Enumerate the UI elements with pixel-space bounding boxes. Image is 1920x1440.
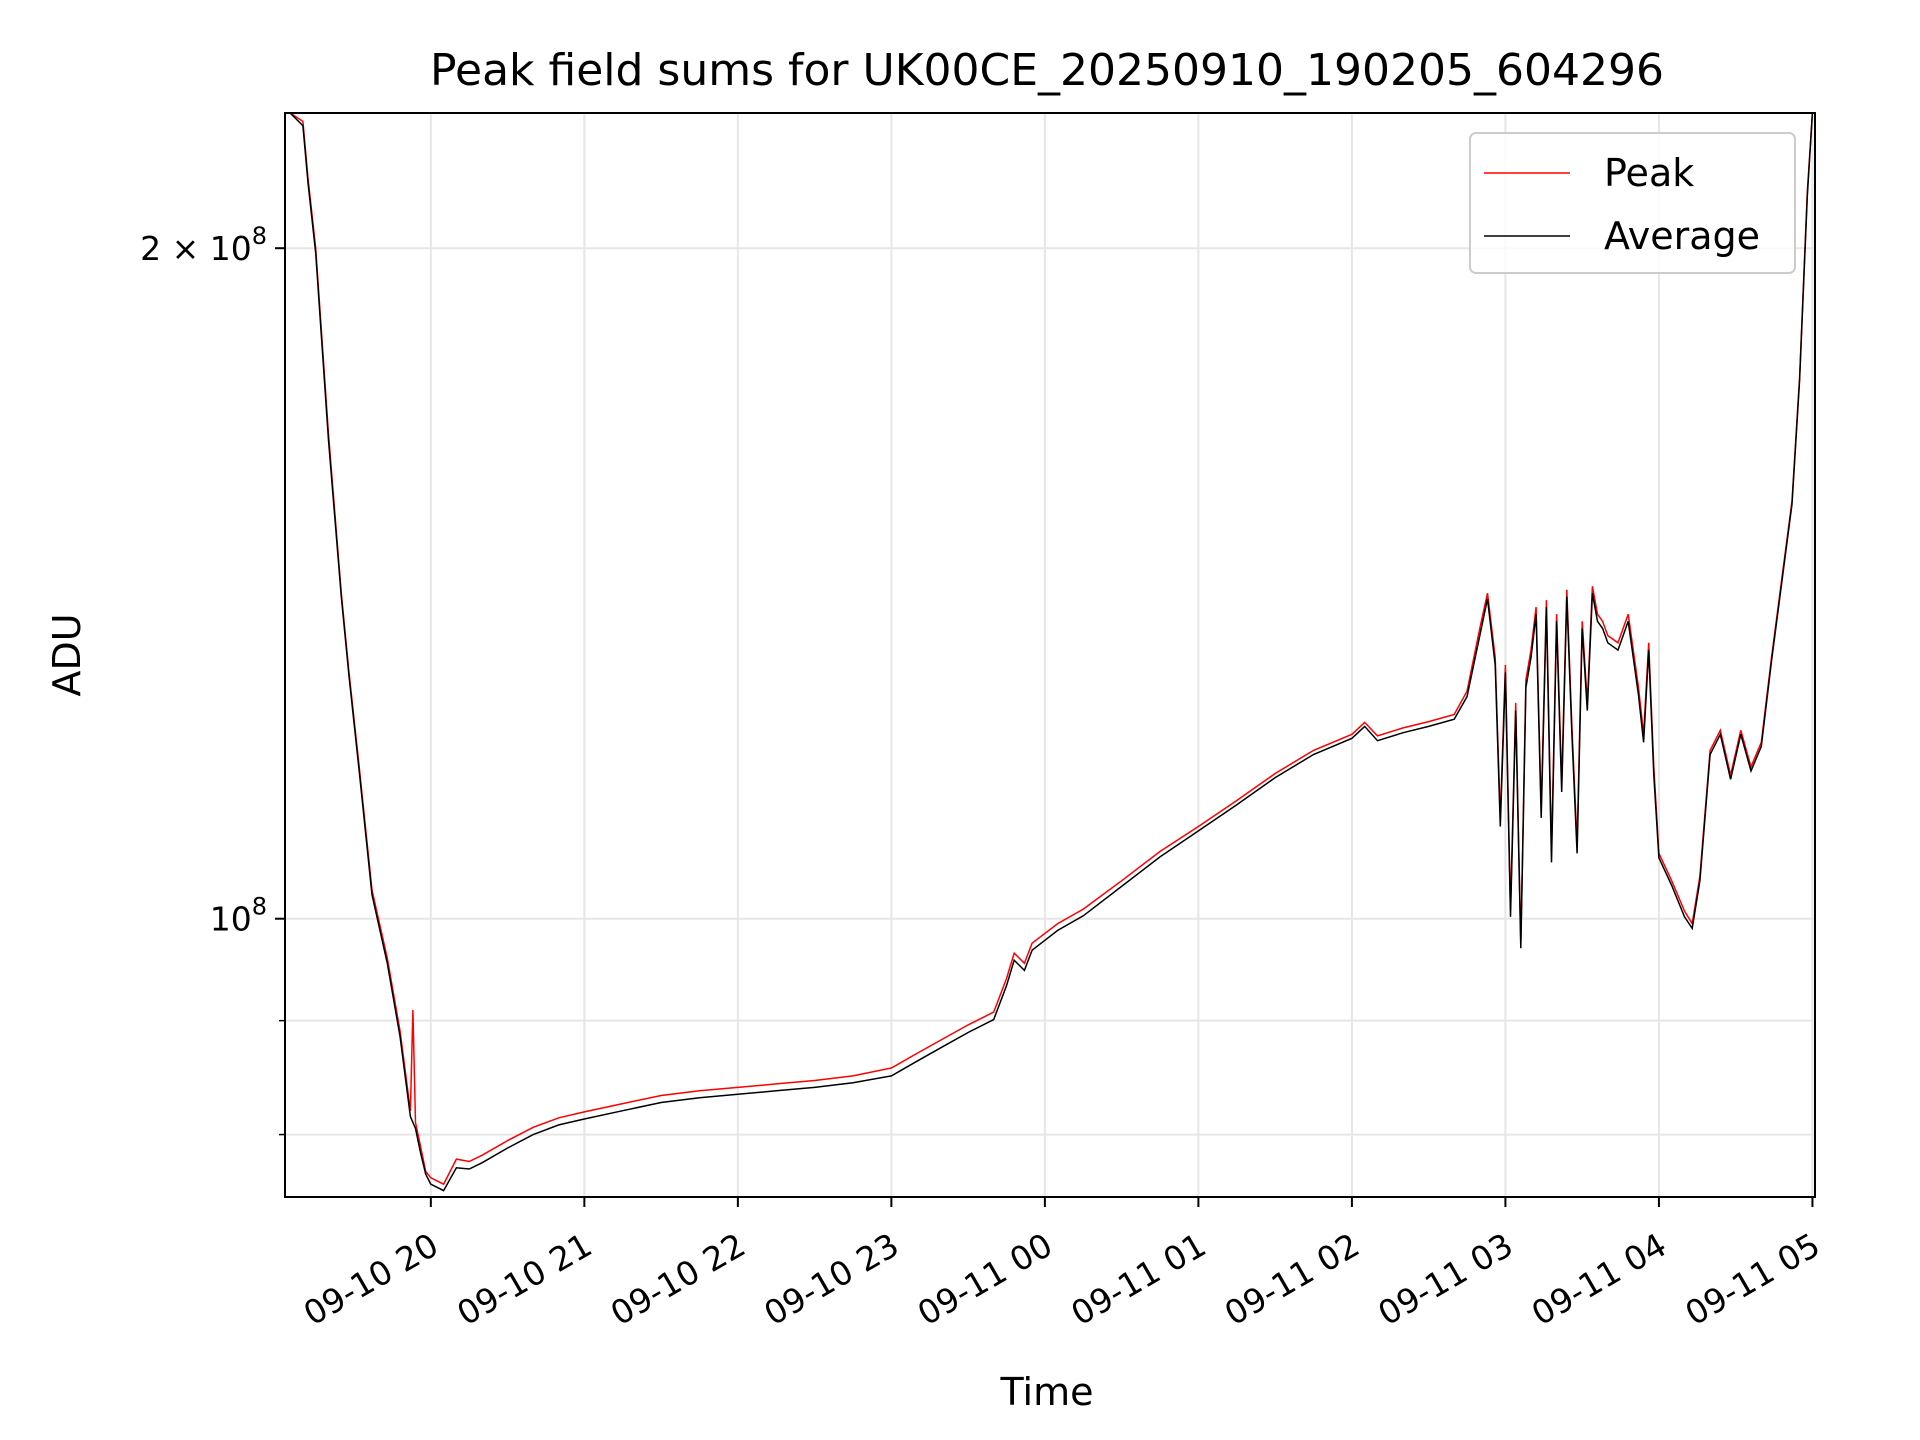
series-lines <box>289 113 1814 1192</box>
legend-box <box>1469 132 1796 274</box>
x-tick-label: 09-10 20 <box>297 1225 445 1333</box>
x-axis-label: Time <box>1000 1370 1094 1414</box>
y-tick-label: 2 × 108 <box>140 222 267 268</box>
legend: Peak Average <box>1469 132 1796 274</box>
chart-title: Peak field sums for UK00CE_20250910_1902… <box>430 45 1664 96</box>
legend-label-peak: Peak <box>1604 151 1694 195</box>
x-tick-label: 09-11 05 <box>1678 1225 1826 1333</box>
x-tick-label: 09-11 02 <box>1218 1225 1366 1333</box>
x-tick-label: 09-11 04 <box>1525 1225 1673 1333</box>
legend-label-average: Average <box>1604 214 1760 258</box>
y-tick-label: 108 <box>210 893 267 939</box>
x-tick-label: 09-11 01 <box>1064 1225 1212 1333</box>
x-tick-label: 09-11 03 <box>1371 1225 1519 1333</box>
plot-frame <box>284 112 1816 1198</box>
series-line-average <box>289 113 1814 1192</box>
x-axis-ticks: 09-10 20 09-10 21 09-10 22 09-10 23 09-11 00… <box>297 1197 1826 1333</box>
y-axis-label: ADU <box>45 613 89 696</box>
y-axis-ticks: 108 2 × 108 <box>140 222 285 1136</box>
x-tick-label: 09-10 21 <box>450 1225 598 1333</box>
x-tick-label: 09-10 23 <box>757 1225 905 1333</box>
x-tick-label: 09-10 22 <box>604 1225 752 1333</box>
grid-lines <box>285 113 1815 1197</box>
x-tick-label: 09-11 00 <box>911 1225 1059 1333</box>
